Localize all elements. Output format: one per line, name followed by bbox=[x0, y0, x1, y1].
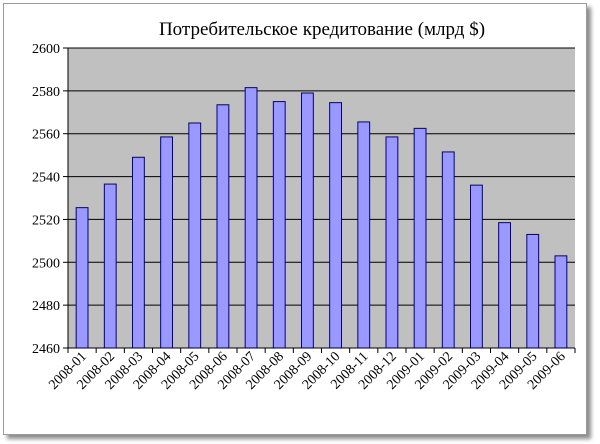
y-tick-label: 2460 bbox=[32, 342, 60, 357]
bar-2008-09 bbox=[301, 92, 314, 349]
y-tick-label: 2500 bbox=[32, 256, 60, 271]
y-tick-label: 2480 bbox=[32, 299, 60, 314]
chart-title: Потребительское кредитование (млрд $) bbox=[159, 19, 485, 40]
y-tick-label: 2600 bbox=[32, 42, 60, 57]
bar-2008-07 bbox=[244, 87, 258, 349]
bar-2009-04 bbox=[498, 222, 511, 349]
axes bbox=[63, 47, 576, 353]
y-tick-labels: 2460 2480 2500 2520 2540 2560 2580 2600 bbox=[32, 42, 60, 357]
gridlines bbox=[68, 47, 575, 349]
y-tick-label: 2520 bbox=[32, 213, 60, 228]
bar-2009-02 bbox=[441, 151, 455, 349]
bar-2008-12 bbox=[385, 136, 399, 349]
y-tick-label: 2560 bbox=[32, 128, 60, 143]
y-tick-label: 2540 bbox=[32, 171, 60, 186]
bar-2008-02 bbox=[103, 183, 117, 349]
bar-2008-06 bbox=[216, 104, 230, 349]
plot-area bbox=[68, 48, 575, 348]
bar-2009-05 bbox=[526, 233, 540, 349]
bar-2008-08 bbox=[272, 101, 286, 349]
bar-2009-03 bbox=[470, 184, 483, 349]
x-tick-labels: 2008-012008-022008-032008-042008-052008-… bbox=[46, 349, 568, 393]
bar-2009-01 bbox=[413, 127, 427, 349]
bars bbox=[75, 87, 568, 349]
bar-2008-05 bbox=[188, 122, 202, 349]
bar-2008-10 bbox=[329, 102, 342, 349]
bar-2008-01 bbox=[75, 207, 89, 349]
bar-2008-03 bbox=[132, 156, 145, 349]
y-tick-label: 2580 bbox=[32, 85, 60, 100]
bar-2008-04 bbox=[160, 136, 173, 349]
bar-2009-06 bbox=[554, 255, 568, 349]
bar-2008-11 bbox=[357, 121, 371, 349]
